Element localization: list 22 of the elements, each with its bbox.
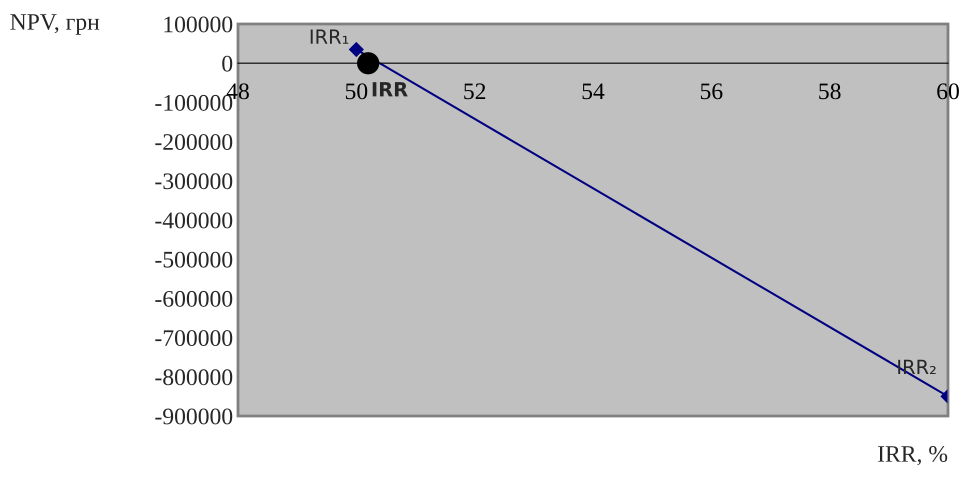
annotation: IRR — [372, 82, 408, 96]
x-tick-label: 58 — [819, 83, 841, 100]
annotation: IRR₂ — [898, 360, 936, 374]
x-tick-label: 52 — [464, 83, 486, 100]
y-tick-label: -600000 — [155, 290, 232, 307]
y-axis-title: NPV, грн — [10, 14, 100, 35]
x-axis-title: IRR, % — [878, 446, 948, 466]
x-tick-label: 50 — [346, 83, 368, 100]
y-tick-label: -200000 — [155, 134, 232, 150]
y-tick-label: 100000 — [164, 16, 232, 32]
x-tick-label: 60 — [937, 83, 959, 100]
y-tick-label: -700000 — [155, 330, 232, 346]
y-tick-label: 0 — [222, 56, 232, 72]
annotation: IRR₁ — [310, 30, 348, 44]
x-tick-label: 56 — [700, 83, 722, 100]
y-tick-label: -300000 — [155, 173, 232, 190]
y-tick-label: -500000 — [155, 252, 232, 268]
point — [357, 52, 380, 74]
y-tick-label: -800000 — [155, 369, 232, 386]
y-tick-label: -400000 — [155, 212, 232, 228]
x-tick-label: 54 — [582, 83, 604, 100]
y-tick-label: -900000 — [155, 408, 232, 424]
